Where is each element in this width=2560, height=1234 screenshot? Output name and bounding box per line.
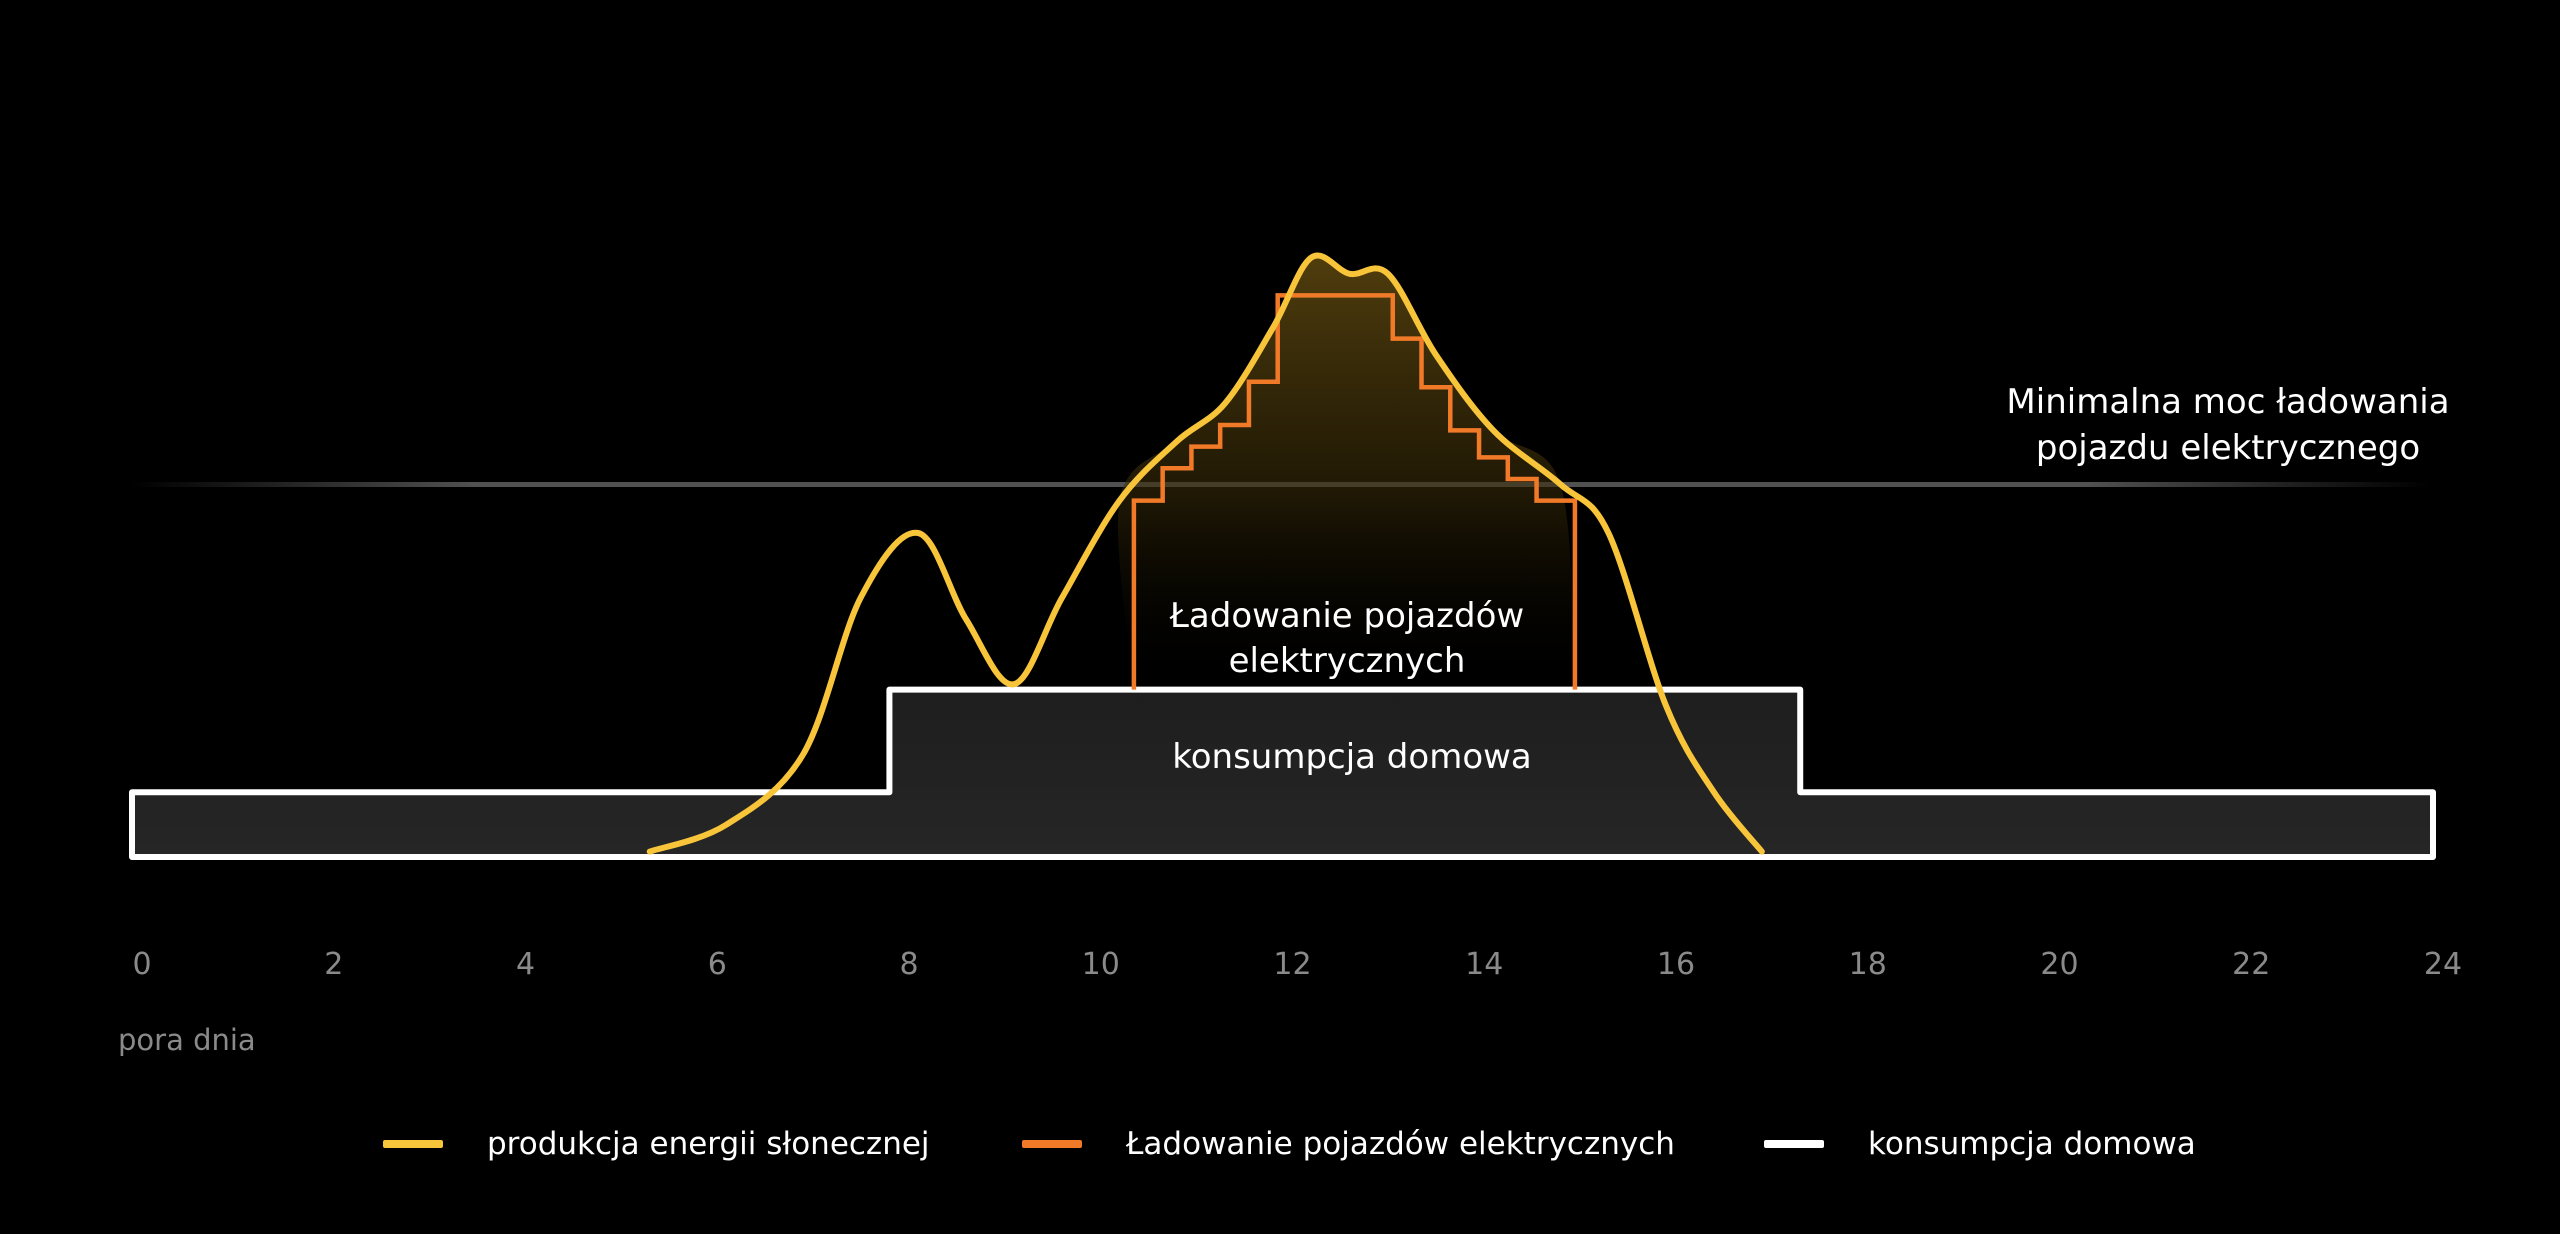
x-tick-12: 24 <box>2424 947 2462 982</box>
legend-item-ev-charging: Ładowanie pojazdów elektrycznych <box>1022 1118 1675 1170</box>
legend-label-home: konsumpcja domowa <box>1868 1126 2196 1162</box>
legend-item-home: konsumpcja domowa <box>1764 1118 2196 1170</box>
x-tick-9: 18 <box>1849 947 1887 982</box>
legend-swatch-ev-charging <box>1022 1140 1082 1148</box>
x-tick-4: 8 <box>899 947 918 982</box>
ev-charging-annotation-line2: elektrycznych <box>1229 641 1466 681</box>
solar-production-series <box>646 252 1765 855</box>
home-consumption-annotation: konsumpcja domowa <box>1172 737 1532 777</box>
legend-swatch-solar <box>383 1140 443 1148</box>
legend-item-solar: produkcja energii słonecznej <box>383 1118 930 1170</box>
x-axis-label: pora dnia <box>118 1023 256 1057</box>
solar-glow-area <box>1117 255 1575 690</box>
legend: produkcja energii słonecznej Ładowanie p… <box>0 1118 2560 1170</box>
threshold-label-line1: Minimalna moc ładowania <box>2006 382 2449 422</box>
x-tick-0: 0 <box>132 947 151 982</box>
ev-charging-annotation-line1: Ładowanie pojazdów <box>1169 596 1524 636</box>
legend-swatch-home <box>1764 1140 1824 1148</box>
plot-area <box>129 252 2436 860</box>
x-tick-10: 20 <box>2040 947 2078 982</box>
x-tick-6: 12 <box>1273 947 1311 982</box>
x-axis-ticks: 0 2 4 6 8 10 12 14 16 18 20 22 24 <box>132 947 2462 982</box>
threshold-label-line2: pojazdu elektrycznego <box>2036 428 2420 468</box>
x-tick-8: 16 <box>1657 947 1695 982</box>
legend-label-ev-charging: Ładowanie pojazdów elektrycznych <box>1126 1126 1675 1162</box>
x-tick-11: 22 <box>2232 947 2270 982</box>
ev-charging-series <box>1131 293 1578 690</box>
home-consumption-series <box>129 686 2436 860</box>
x-tick-7: 14 <box>1465 947 1503 982</box>
x-tick-5: 10 <box>1082 947 1120 982</box>
legend-label-solar: produkcja energii słonecznej <box>487 1126 930 1162</box>
x-tick-3: 6 <box>708 947 727 982</box>
x-tick-2: 4 <box>516 947 535 982</box>
x-tick-1: 2 <box>324 947 343 982</box>
